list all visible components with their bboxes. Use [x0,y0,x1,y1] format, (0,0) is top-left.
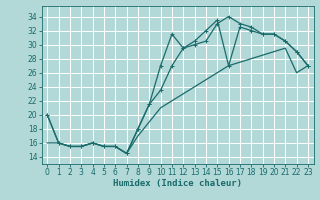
X-axis label: Humidex (Indice chaleur): Humidex (Indice chaleur) [113,179,242,188]
